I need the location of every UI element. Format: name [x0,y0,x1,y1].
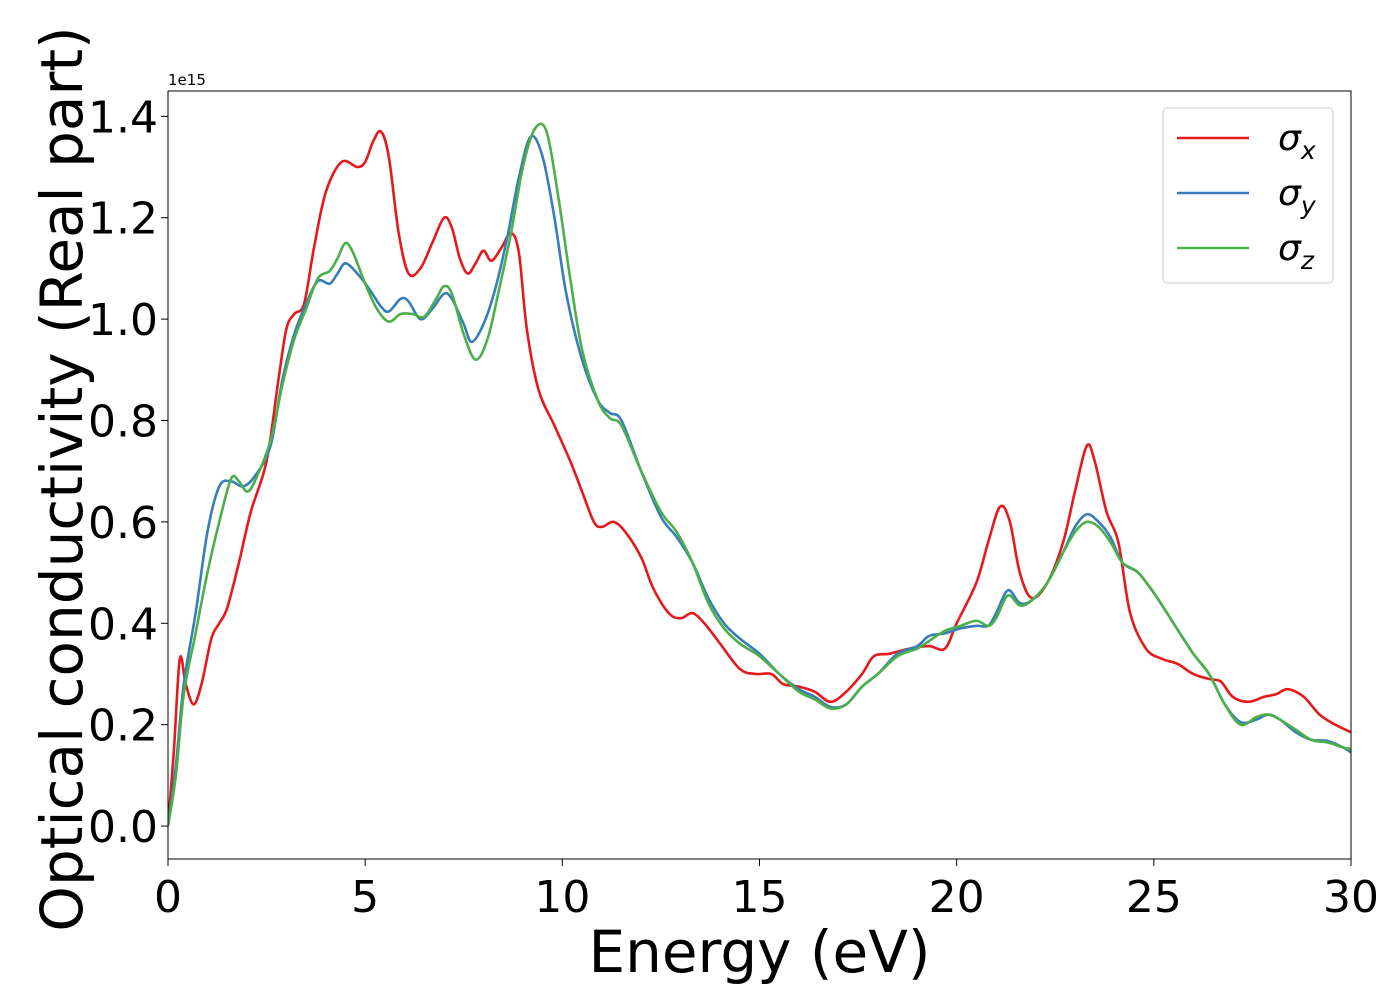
y-tick-label: 0.8 [88,397,158,448]
y-tick-label: 1.2 [88,194,158,245]
y-tick-label: 0.0 [88,802,158,853]
x-tick-label: 5 [351,872,379,923]
y-axis-offset-label: 1e15 [168,71,206,89]
x-tick-label: 20 [929,872,985,923]
y-tick-label: 0.2 [88,701,158,752]
y-tick-label: 1.0 [88,295,158,346]
legend: σx σy σz [1162,107,1334,284]
y-tick-label: 0.6 [88,498,158,549]
series-line-x [168,129,1351,827]
y-tick-label: 0.4 [88,599,158,650]
x-tick-label: 25 [1126,872,1182,923]
y-tick-label: 1.4 [88,92,158,143]
x-axis-ticks: 0 5 10 15 20 25 30 [154,859,1379,923]
x-tick-label: 15 [732,872,788,923]
series-line-z [168,122,1351,827]
legend-label-x: σx [1278,118,1316,165]
x-tick-label: 30 [1323,872,1379,923]
legend-label-y: σy [1278,173,1317,220]
legend-label-z: σz [1278,228,1315,275]
legend-box [1162,107,1334,284]
x-tick-label: 0 [154,872,182,923]
x-tick-label: 10 [534,872,590,923]
y-axis-label: Optical conductivity (Real part) [28,26,96,931]
y-axis-ticks: 0.0 0.2 0.4 0.6 0.8 1.0 1.2 1.4 [88,92,168,853]
series-layer [168,122,1351,827]
x-axis-label: Energy (eV) [588,918,930,986]
